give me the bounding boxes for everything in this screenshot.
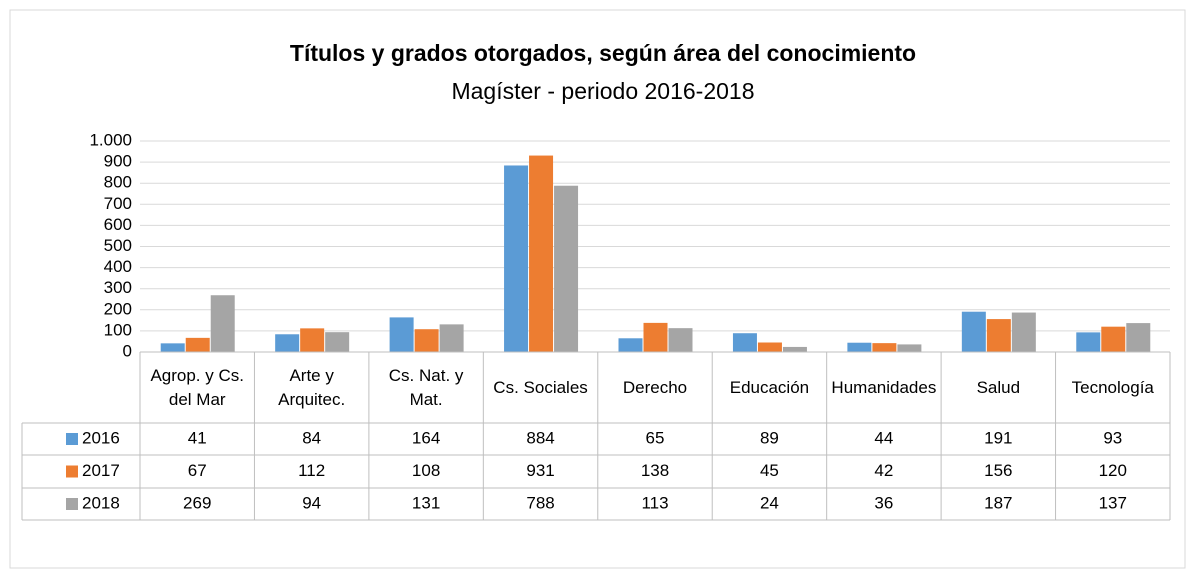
bar [732, 333, 757, 352]
y-tick-label: 1.000 [89, 130, 132, 149]
bar [529, 155, 554, 352]
table-value: 164 [412, 428, 440, 447]
bar [210, 295, 235, 352]
category-cell: Cs. Sociales [493, 377, 588, 397]
y-tick-label: 400 [104, 257, 132, 276]
bar [757, 342, 782, 352]
bar [872, 343, 897, 352]
bar [325, 332, 350, 352]
category-cell: Cs. Nat. y Mat. [388, 365, 464, 409]
legend-key [66, 433, 78, 445]
table-value: 931 [526, 461, 554, 480]
table-value: 138 [641, 461, 669, 480]
legend-label: 2018 [82, 493, 120, 512]
bar [986, 319, 1011, 352]
bar [185, 337, 210, 352]
legend-label: 2017 [82, 461, 120, 480]
x-tick-label: Humanidades [831, 377, 937, 397]
table-value: 84 [302, 428, 321, 447]
bar [1126, 323, 1151, 352]
bar [618, 338, 643, 352]
table-value: 108 [412, 461, 440, 480]
table-value: 89 [760, 428, 779, 447]
bar [300, 328, 325, 352]
x-tick-label: Educación [729, 377, 810, 397]
table-value: 45 [760, 461, 779, 480]
legend-key [66, 465, 78, 478]
table-value: 120 [1099, 461, 1127, 480]
y-tick-label: 600 [104, 215, 132, 234]
category-cell: Humanidades [831, 377, 937, 397]
category-cell: Agrop. y Cs. del Mar [150, 365, 244, 409]
y-tick-label: 0 [123, 341, 132, 360]
table-value: 94 [302, 493, 321, 512]
table-value: 113 [641, 493, 668, 512]
bar [961, 311, 986, 352]
table-value: 156 [984, 461, 1012, 480]
x-tick-label: Salud [976, 377, 1021, 397]
legend-key [66, 498, 78, 510]
x-tick-label: Tecnología [1071, 377, 1154, 397]
table-value: 24 [760, 493, 779, 512]
y-tick-label: 500 [104, 236, 132, 255]
y-tick-label: 900 [104, 152, 132, 171]
bar [414, 329, 439, 352]
table-value: 112 [298, 461, 325, 480]
category-cell: Tecnología [1071, 377, 1154, 397]
table-value: 44 [874, 428, 893, 447]
table-value: 41 [188, 428, 207, 447]
table-value: 884 [526, 428, 554, 447]
y-tick-label: 800 [104, 173, 132, 192]
table-value: 269 [183, 493, 211, 512]
x-tick-label: Cs. Sociales [493, 377, 588, 397]
table-value: 187 [984, 493, 1012, 512]
chart-subtitle: Magíster - periodo 2016-2018 [451, 78, 754, 104]
x-tick-label: Arte y Arquitec. [278, 365, 346, 409]
x-tick-label: Derecho [622, 377, 688, 397]
y-tick-label: 300 [104, 278, 132, 297]
chart-title: Títulos y grados otorgados, según área d… [290, 40, 916, 66]
bar [847, 342, 872, 352]
bar [643, 322, 668, 352]
table-value: 191 [984, 428, 1012, 447]
category-cell: Educación [729, 377, 810, 397]
table-value: 36 [874, 493, 893, 512]
bar [1011, 312, 1036, 352]
x-tick-label: Cs. Nat. y Mat. [388, 365, 464, 409]
y-tick-label: 200 [104, 299, 132, 318]
table-value: 65 [646, 428, 665, 447]
table-value: 42 [874, 461, 893, 480]
table-value: 137 [1099, 493, 1127, 512]
bar [1101, 326, 1126, 352]
y-tick-label: 700 [104, 194, 132, 213]
table-value: 131 [412, 493, 440, 512]
category-cell: Salud [976, 377, 1021, 397]
category-cell: Derecho [622, 377, 688, 397]
x-tick-label: Agrop. y Cs. del Mar [150, 365, 244, 409]
legend-label: 2016 [82, 428, 120, 447]
bar [668, 328, 693, 352]
bar [389, 317, 414, 352]
table-value: 788 [526, 493, 554, 512]
category-cell: Arte y Arquitec. [278, 365, 346, 409]
table-value: 93 [1103, 428, 1122, 447]
bar [554, 185, 579, 352]
bar [782, 346, 807, 352]
bar [275, 334, 300, 352]
bar [504, 165, 529, 352]
y-tick-label: 100 [104, 320, 132, 339]
bar [439, 324, 464, 352]
table-value: 67 [188, 461, 207, 480]
bar [897, 344, 922, 352]
bar [160, 343, 185, 352]
bar [1076, 332, 1101, 352]
